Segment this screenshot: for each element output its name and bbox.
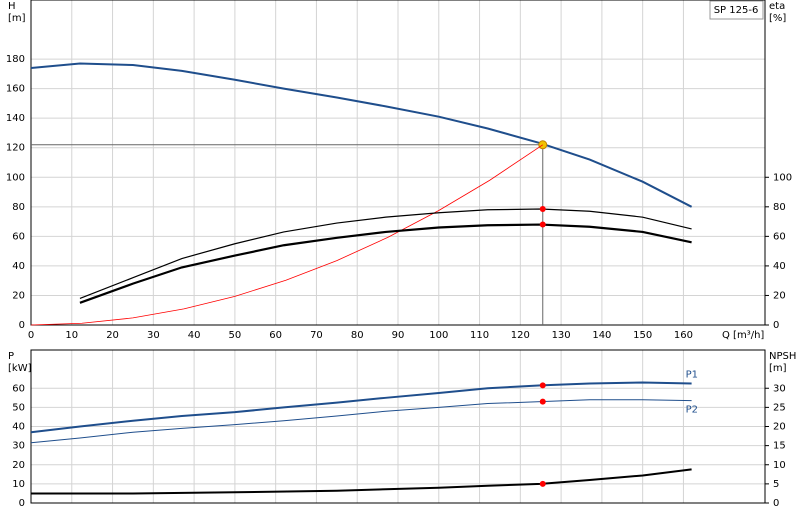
y-tick-label: 140 — [6, 113, 25, 124]
x-tick-label: 40 — [188, 330, 201, 341]
y2-axis-label: NPSH — [769, 351, 796, 362]
y-tick-label: 160 — [6, 84, 25, 95]
y-axis-label: H — [8, 1, 16, 12]
y2-tick-label: 20 — [773, 422, 786, 433]
x-tick-label: 110 — [470, 330, 489, 341]
y-tick-label: 0 — [19, 320, 25, 331]
y2-tick-label: 40 — [773, 261, 786, 272]
x-tick-label: 80 — [351, 330, 364, 341]
y-tick-label: 60 — [12, 383, 25, 394]
y-tick-label: 40 — [12, 261, 25, 272]
title-box — [709, 0, 764, 20]
series-line — [31, 468, 692, 495]
x-tick-label: 120 — [511, 330, 530, 341]
duty-point — [539, 480, 546, 487]
series-label: P2 — [686, 405, 698, 416]
y-tick-label: 20 — [12, 460, 25, 471]
y2-tick-label: 100 — [773, 172, 792, 183]
x-tick-label: 100 — [429, 330, 448, 341]
x-tick-label: 50 — [229, 330, 242, 341]
y2-tick-label: 25 — [773, 402, 786, 413]
y-tick-label: 80 — [12, 202, 25, 213]
x-tick-label: 90 — [392, 330, 405, 341]
series-line — [30, 144, 543, 326]
y-tick-label: 100 — [6, 172, 25, 183]
x-tick-label: 30 — [147, 330, 160, 341]
series-line — [30, 381, 692, 434]
y2-tick-label: 0 — [773, 498, 779, 509]
y-tick-label: 20 — [12, 290, 25, 301]
x-tick-label: 70 — [310, 330, 323, 341]
x-tick-label: 20 — [106, 330, 119, 341]
y-tick-label: 120 — [6, 143, 25, 154]
y2-axis-label: [m] — [769, 363, 787, 374]
x-tick-label: 10 — [65, 330, 78, 341]
x-tick-label: 60 — [269, 330, 282, 341]
y-tick-label: 40 — [12, 422, 25, 433]
y-axis-label: [kW] — [8, 363, 32, 374]
series-label: P1 — [686, 369, 698, 380]
y-tick-label: 10 — [12, 479, 25, 490]
y2-tick-label: 10 — [773, 460, 786, 471]
duty-point — [539, 398, 546, 405]
y2-tick-label: 20 — [773, 290, 786, 301]
y-axis-label: [m] — [8, 13, 26, 24]
y-tick-label: 30 — [12, 441, 25, 452]
duty-point — [539, 206, 546, 213]
plot-frame — [30, 349, 766, 504]
duty-point — [539, 221, 546, 228]
series-line — [79, 223, 692, 304]
y-tick-label: 0 — [19, 498, 25, 509]
x-tick-label: 160 — [674, 330, 693, 341]
series-line — [79, 208, 692, 299]
plot-frame — [30, 0, 766, 326]
y2-tick-label: 30 — [773, 383, 786, 394]
y2-tick-label: 0 — [773, 320, 779, 331]
y-tick-label: 180 — [6, 54, 25, 65]
x-tick-label: 130 — [552, 330, 571, 341]
y-axis-label: P — [8, 351, 14, 362]
series-line — [30, 399, 692, 444]
y2-tick-label: 60 — [773, 231, 786, 242]
x-tick-label: 140 — [592, 330, 611, 341]
x-axis-label: Q [m³/h] — [722, 330, 764, 341]
y2-tick-label: 5 — [773, 479, 779, 490]
duty-point — [539, 382, 546, 389]
y2-axis-label: eta — [769, 1, 785, 12]
y2-tick-label: 80 — [773, 202, 786, 213]
y2-tick-label: 15 — [773, 441, 786, 452]
x-tick-label: 150 — [633, 330, 652, 341]
series-line — [30, 62, 693, 208]
y-tick-label: 60 — [12, 231, 25, 242]
y2-axis-label: [%] — [769, 13, 786, 24]
chart-title: SP 125-6 — [714, 5, 759, 16]
x-tick-label: 0 — [28, 330, 34, 341]
y-tick-label: 50 — [12, 402, 25, 413]
